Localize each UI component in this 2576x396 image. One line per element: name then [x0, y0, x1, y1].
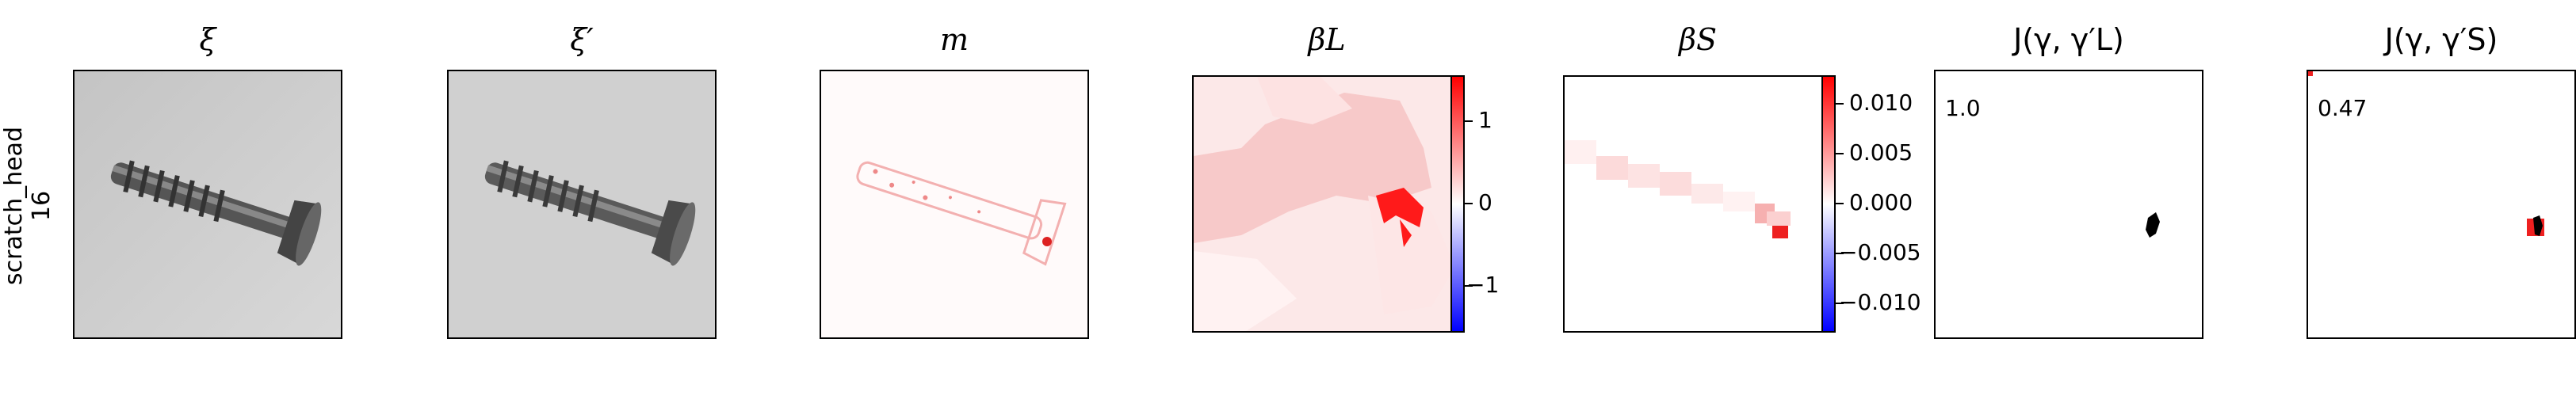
row-label-line1: scratch_head — [0, 127, 28, 286]
colorbar-s-tick-1: 0.005 — [1849, 139, 1913, 166]
colorbar-l-tick-neg1: −1 — [1466, 272, 1500, 298]
colorbar-beta-l — [1450, 75, 1465, 333]
colorbar-s-tick-3: −0.005 — [1839, 239, 1921, 265]
row-label-line2: 16 — [28, 190, 55, 222]
beta-s-map — [1565, 77, 1823, 331]
panel-title-m: m — [939, 22, 969, 57]
jaccard-l-value: 1.0 — [1945, 95, 1981, 121]
difference-map — [821, 71, 1087, 337]
colorbar-beta-s — [1821, 75, 1836, 333]
image-m — [820, 70, 1089, 339]
screw-image-reconstructed — [449, 71, 715, 337]
mask-j-l: 1.0 — [1934, 70, 2203, 339]
colorbar-l-tick-1: 1 — [1478, 107, 1492, 133]
beta-l-map — [1194, 77, 1452, 331]
panel-title-beta-s: βS — [1678, 22, 1717, 57]
jaccard-s-value: 0.47 — [2318, 95, 2368, 121]
panel-title-j-l: J(γ, γ′L) — [2013, 22, 2124, 57]
colorbar-s-tick-0: 0.010 — [1849, 89, 1913, 116]
image-xi-prime — [447, 70, 717, 339]
image-xi — [73, 70, 342, 339]
heatmap-beta-l — [1192, 75, 1454, 333]
colorbar-s-tick-4: −0.010 — [1839, 289, 1921, 315]
row-label: scratch_head 16 — [0, 119, 63, 293]
heatmap-beta-s — [1563, 75, 1825, 333]
mask-j-s: 0.47 — [2307, 70, 2576, 339]
mask-s-blob — [2308, 71, 2544, 236]
screw-image — [75, 71, 341, 337]
panel-title-beta-l: βL — [1308, 22, 1346, 57]
panel-title-xi-prime: ξ′ — [570, 22, 594, 57]
panel-title-xi: ξ — [199, 22, 216, 57]
mask-l-blob — [2146, 212, 2160, 238]
colorbar-l-tick-0: 0 — [1478, 189, 1492, 215]
panel-title-j-s: J(γ, γ′S) — [2384, 22, 2498, 57]
colorbar-s-tick-2: 0.000 — [1849, 189, 1913, 215]
